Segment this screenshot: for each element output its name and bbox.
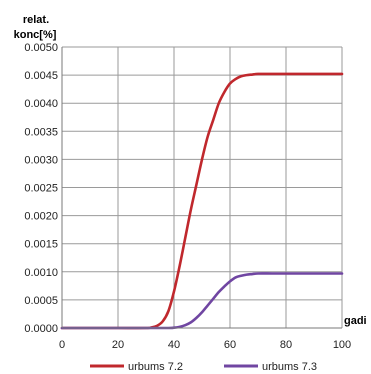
y-tick-label: 0.0030 (24, 154, 58, 166)
legend-label-1: urbums 7.2 (128, 361, 183, 373)
y-tick-label: 0.0045 (24, 70, 58, 82)
y-axis-title-line-1: relat. (23, 14, 49, 26)
x-tick-label: 40 (168, 339, 180, 351)
y-tick-labels: 0.0000 0.0005 0.0010 0.0015 0.0020 0.0025 0.00… (24, 42, 58, 335)
x-tick-label: 100 (333, 339, 351, 351)
y-tick-label: 0.0050 (24, 42, 58, 54)
x-tick-label: 60 (224, 339, 236, 351)
grid (61, 46, 343, 329)
axes (61, 47, 342, 329)
y-tick-label: 0.0020 (24, 211, 58, 223)
y-tick-label: 0.0010 (24, 267, 58, 279)
series-lines (60, 72, 344, 330)
y-tick-label: 0.0015 (24, 239, 58, 251)
x-tick-labels: 0 20 40 60 80 100 (59, 339, 351, 351)
y-tick-label: 0.0035 (24, 126, 58, 138)
series-line-2 (60, 272, 344, 330)
y-axis-title-line-2: konc[%] (14, 29, 57, 41)
x-tick-label: 80 (280, 339, 292, 351)
x-axis-title: gadi (344, 315, 367, 327)
legend-label-2: urbums 7.3 (262, 361, 317, 373)
x-tick-label: 20 (112, 339, 124, 351)
x-tick-label: 0 (59, 339, 65, 351)
legend: urbums 7.2 urbums 7.3 (90, 361, 317, 373)
y-tick-label: 0.0040 (24, 98, 58, 110)
series-line-1 (60, 72, 344, 330)
y-tick-label: 0.0025 (24, 183, 58, 195)
y-tick-label: 0.0000 (24, 323, 58, 335)
y-tick-label: 0.0005 (24, 295, 58, 307)
